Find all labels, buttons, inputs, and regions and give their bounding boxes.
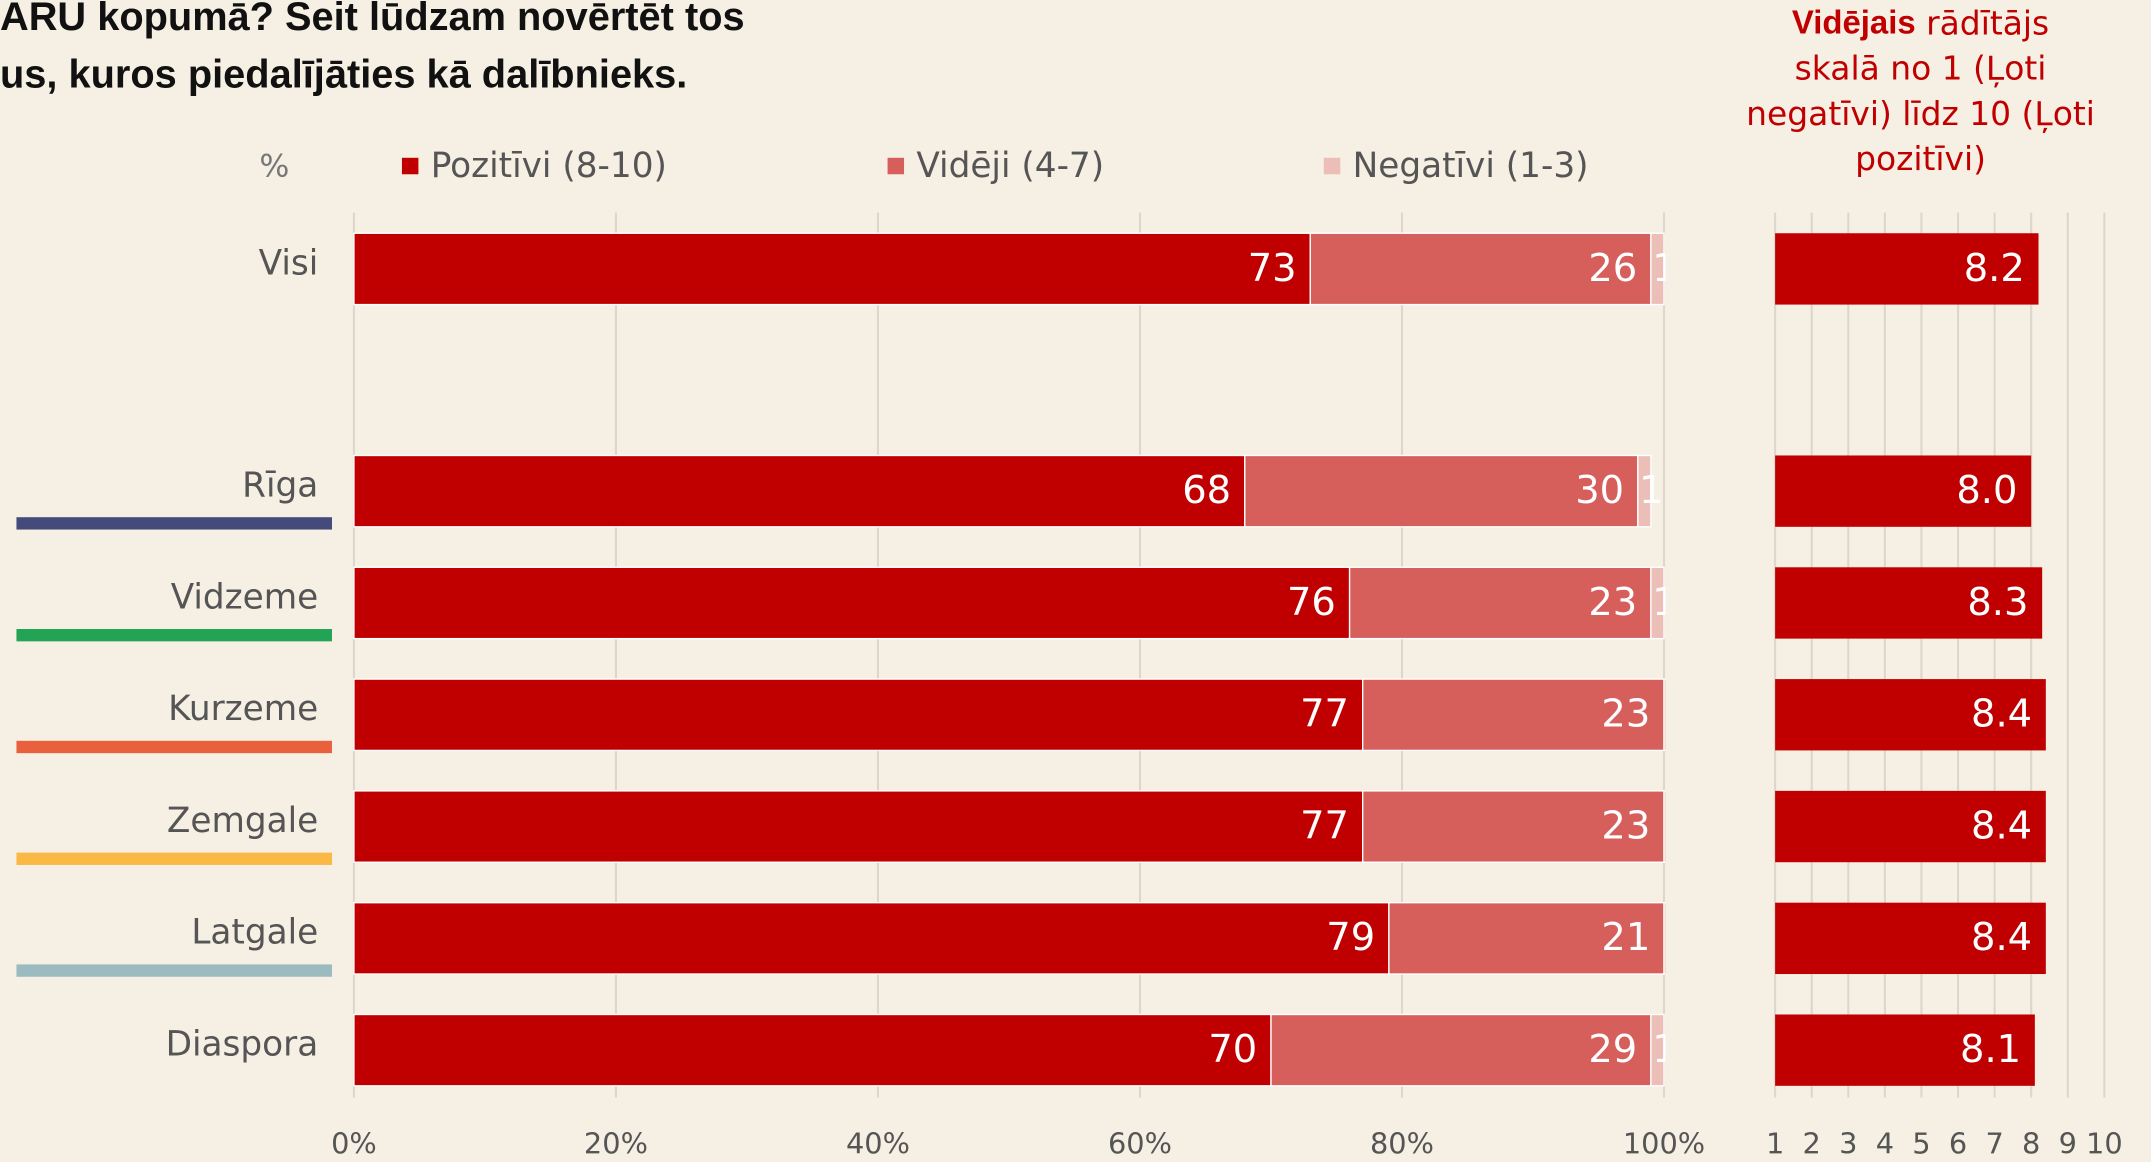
note-line: skalā no 1 (Ļoti — [1795, 49, 2047, 88]
title-line: us, kuros piedalījāties kā dalībnieks. — [0, 52, 687, 96]
bar — [1775, 790, 2046, 863]
region-marker — [16, 517, 332, 530]
note: Vidējais rādītājs — [1792, 3, 2049, 42]
x-tick-label: 1 — [1766, 1127, 1784, 1161]
bar-segment — [1309, 232, 1652, 306]
category-label: Kurzeme — [168, 689, 318, 729]
bar — [1775, 233, 2039, 305]
bars: 73 26 1 68 30 1 76 23 1 77 23 1 77 23 1 79 21 70 29 1 — [353, 232, 1689, 1087]
bar-segment — [1270, 1013, 1652, 1087]
bar-segment — [1650, 566, 1665, 640]
data-label: 8.2 — [1964, 246, 2025, 291]
bar-segment — [353, 454, 1246, 528]
x-tick-label: 5 — [1912, 1127, 1930, 1161]
data-label: 68 — [1182, 468, 1231, 513]
x-tick-label: 3 — [1839, 1127, 1857, 1161]
bar-segment — [353, 902, 1390, 975]
data-label: 26 — [1588, 246, 1637, 291]
x-tick-label: 2 — [1803, 1127, 1821, 1161]
note-bold: Vidējais — [1792, 3, 1916, 40]
data-label: 70 — [1208, 1027, 1257, 1072]
category-label: Latgale — [191, 913, 318, 953]
data-label: 23 — [1588, 580, 1637, 625]
bar-segment — [353, 1013, 1272, 1087]
bar-segment — [353, 566, 1351, 640]
data-label: 29 — [1588, 1027, 1637, 1072]
legend-swatch — [887, 157, 905, 175]
bar-segment — [1650, 1013, 1665, 1087]
category-label: Vidzeme — [171, 577, 319, 617]
data-label: 77 — [1300, 692, 1349, 737]
data-label: 23 — [1601, 803, 1650, 848]
x-tick-label: 10 — [2086, 1127, 2123, 1161]
x-tick-label: 80% — [1370, 1127, 1434, 1161]
legend-label: Vidēji (4-7) — [916, 146, 1104, 186]
bar-segment — [1637, 454, 1652, 528]
region-marker — [16, 852, 332, 865]
note-line: pozitīvi) — [1855, 139, 1986, 178]
legend-swatch — [401, 157, 419, 175]
x-tick-label: 7 — [1985, 1127, 2003, 1161]
bar — [1775, 567, 2043, 639]
data-label: 1 — [1652, 246, 1676, 291]
x-tick-label: 8 — [2022, 1127, 2040, 1161]
bar-segment — [353, 232, 1311, 306]
data-label: 8.1 — [1960, 1027, 2021, 1072]
x-tick-label: 100% — [1623, 1127, 1705, 1161]
data-label: 1 — [1639, 468, 1663, 513]
note-line: negatīvi) līdz 10 (Ļoti — [1746, 94, 2095, 133]
bar-segment — [1663, 790, 1666, 863]
bar — [1775, 902, 2046, 975]
data-label: 8.3 — [1967, 580, 2028, 625]
category-label: Zemgale — [167, 801, 318, 841]
title-line: ARU kopumā? Seit lūdzam novērtēt tos — [0, 0, 745, 39]
data-label: 73 — [1248, 246, 1297, 291]
legend-swatch — [1323, 157, 1341, 175]
bar — [1775, 455, 2032, 527]
unit-label: % — [259, 148, 289, 184]
x-tick-label: 0% — [331, 1127, 377, 1161]
note-line: rādītājs — [1916, 3, 2050, 42]
data-label: 30 — [1575, 468, 1624, 513]
category-label: Visi — [259, 243, 319, 283]
region-marker — [16, 964, 332, 977]
bar-segment — [353, 790, 1364, 863]
legend-label: Negatīvi (1-3) — [1353, 146, 1589, 186]
data-label: 79 — [1326, 915, 1375, 960]
bar-segment — [1663, 678, 1666, 752]
x-tick-label: 9 — [2059, 1127, 2077, 1161]
x-tick-label: 20% — [584, 1127, 648, 1161]
data-label: 8.4 — [1971, 803, 2032, 848]
data-label: 23 — [1601, 692, 1650, 737]
x-tick-label: 60% — [1108, 1127, 1172, 1161]
x-tick-label: 6 — [1949, 1127, 1967, 1161]
data-label: 8.0 — [1956, 468, 2017, 513]
bar-segment — [1244, 454, 1639, 528]
bar — [1775, 1014, 2035, 1086]
data-label: 8.4 — [1971, 915, 2032, 960]
data-label: 1 — [1665, 803, 1689, 848]
region-marker — [16, 629, 332, 642]
x-tick-label: 4 — [1876, 1127, 1894, 1161]
bar — [1775, 679, 2046, 751]
data-label: 1 — [1665, 692, 1689, 737]
data-label: 1 — [1652, 580, 1676, 625]
bar-segment — [1663, 902, 1666, 975]
bar-segment — [1362, 678, 1665, 752]
legend-label: Pozitīvi (8-10) — [431, 146, 667, 186]
data-label: 8.4 — [1971, 692, 2032, 737]
bar-segment — [353, 678, 1364, 752]
data-label: 1 — [1652, 1027, 1676, 1072]
region-marker — [16, 740, 332, 754]
x-tick-label: 40% — [846, 1127, 910, 1161]
data-label: 77 — [1300, 803, 1349, 848]
data-label: 21 — [1601, 915, 1650, 960]
bar-segment — [1348, 566, 1652, 640]
data-label: 76 — [1287, 580, 1336, 625]
bar-segment — [1650, 232, 1665, 306]
bar-segment — [1388, 902, 1665, 975]
category-label: Diaspora — [166, 1025, 319, 1065]
category-label: Rīga — [242, 466, 318, 506]
